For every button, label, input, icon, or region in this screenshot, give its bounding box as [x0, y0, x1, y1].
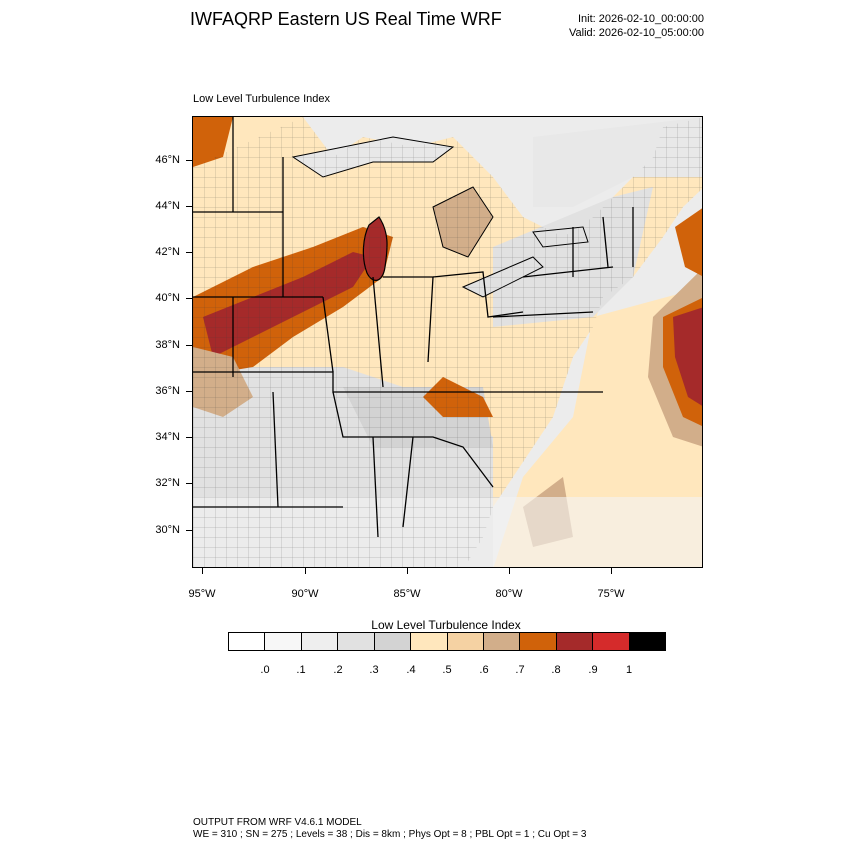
colorbar-cell — [483, 633, 521, 650]
county-boundaries — [193, 117, 702, 567]
colorbar-label: .7 — [515, 664, 525, 676]
lon-tick — [305, 568, 306, 574]
model-info-line2: WE = 310 ; SN = 275 ; Levels = 38 ; Dis … — [193, 829, 587, 840]
lat-tick — [186, 437, 192, 438]
colorbar-label: .2 — [333, 664, 343, 676]
lon-tick — [407, 568, 408, 574]
lat-label-38: 38°N — [155, 339, 180, 351]
map-svg — [193, 117, 702, 567]
colorbar-cell — [229, 633, 266, 650]
colorbar-cell — [629, 633, 666, 650]
colorbar-cell — [265, 633, 302, 650]
lat-label-46: 46°N — [155, 154, 180, 166]
colorbar-cell — [593, 633, 630, 650]
colorbar-label: 1 — [625, 664, 633, 676]
lon-label-90: 90°W — [291, 588, 319, 600]
lon-tick — [611, 568, 612, 574]
colorbar-label: .9 — [588, 664, 598, 676]
lat-tick — [186, 298, 192, 299]
lon-label-85: 85°W — [393, 588, 421, 600]
colorbar-label: .3 — [369, 664, 379, 676]
colorbar-label: .8 — [551, 664, 561, 676]
colorbar-label: .0 — [260, 664, 270, 676]
lat-tick — [186, 206, 192, 207]
lat-label-42: 42°N — [155, 246, 180, 258]
lon-tick — [509, 568, 510, 574]
lat-label-36: 36°N — [155, 385, 180, 397]
lon-label-75: 75°W — [597, 588, 625, 600]
plot-title: IWFAQRP Eastern US Real Time WRF — [190, 9, 502, 29]
colorbar-cell — [374, 633, 412, 650]
colorbar-cell — [338, 633, 375, 650]
lat-tick — [186, 160, 192, 161]
gulf-maine-orange — [675, 208, 702, 276]
colorbar — [228, 632, 666, 651]
lat-label-40: 40°N — [155, 292, 180, 304]
state-boundaries — [193, 117, 634, 538]
field-label: Low Level Turbulence Index — [193, 93, 330, 105]
lat-tick — [186, 391, 192, 392]
colorbar-label: .1 — [296, 664, 306, 676]
colorbar-cell — [411, 633, 448, 650]
lon-tick — [202, 568, 203, 574]
colorbar-cell — [447, 633, 484, 650]
colorbar-label: .6 — [479, 664, 489, 676]
colorbar-label: .5 — [442, 664, 452, 676]
lat-label-34: 34°N — [155, 431, 180, 443]
lat-tick — [186, 530, 192, 531]
lon-label-80: 80°W — [495, 588, 523, 600]
colorbar-cell — [301, 633, 339, 650]
colorbar-label: .4 — [406, 664, 416, 676]
lat-label-32: 32°N — [155, 477, 180, 489]
model-info-line1: OUTPUT FROM WRF V4.6.1 MODEL — [193, 817, 362, 828]
lat-label-44: 44°N — [155, 200, 180, 212]
colorbar-cell — [556, 633, 594, 650]
lat-tick — [186, 483, 192, 484]
lat-tick — [186, 345, 192, 346]
lat-label-30: 30°N — [155, 524, 180, 536]
map-panel — [192, 116, 703, 568]
colorbar-title: Low Level Turbulence Index — [371, 618, 521, 632]
colorbar-cell — [520, 633, 557, 650]
valid-time: Valid: 2026-02-10_05:00:00 — [569, 27, 704, 39]
offshore-max-area — [673, 307, 702, 406]
lon-label-95: 95°W — [188, 588, 216, 600]
init-time: Init: 2026-02-10_00:00:00 — [578, 13, 704, 25]
lat-tick — [186, 252, 192, 253]
